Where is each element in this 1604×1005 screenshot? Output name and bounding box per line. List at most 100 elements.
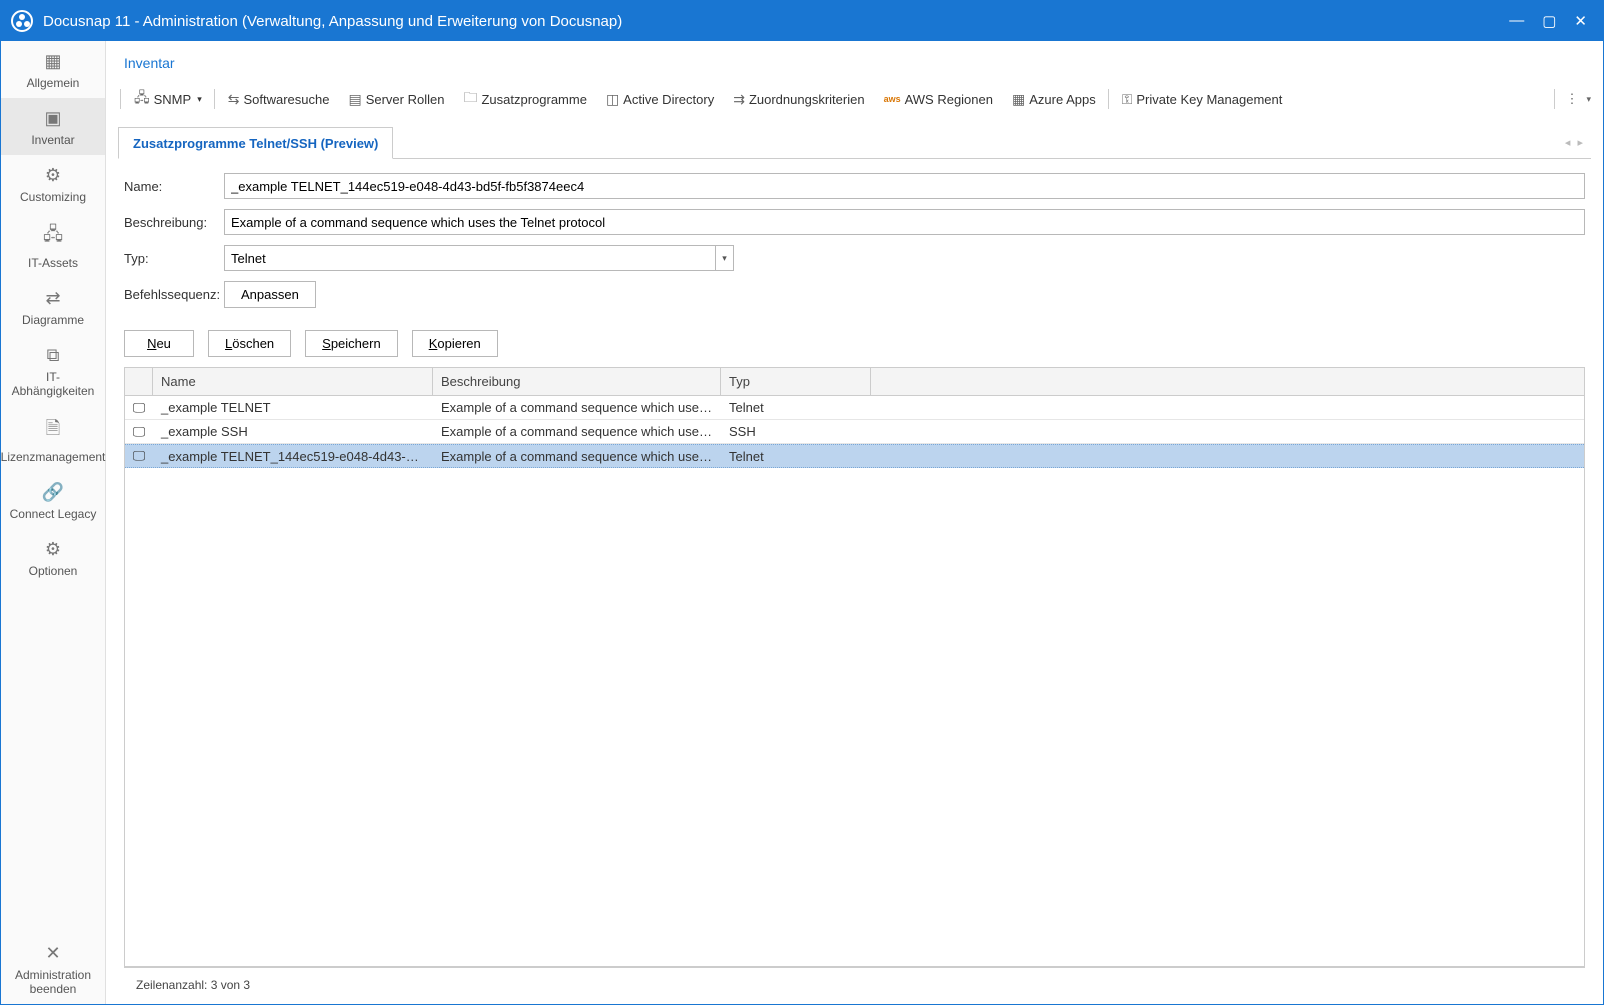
sidebar-item-label-2: beenden <box>30 982 77 996</box>
portfolio-icon: 🗀 <box>463 87 477 111</box>
sidebar-item-label: Optionen <box>29 564 78 578</box>
sidebar-item-diagramme[interactable]: ⇄ Diagramme <box>1 278 105 335</box>
tab-zusatz-telnet[interactable]: Zusatzprogramme Telnet/SSH (Preview) <box>118 127 393 159</box>
sidebar-item-connect[interactable]: 🔗 Connect Legacy <box>1 472 105 529</box>
sidebar-item-lizenz[interactable]: 🗎 Lizenzmanagement <box>1 406 105 472</box>
search-link-icon: ⇆ <box>228 91 240 108</box>
toolbar-btn-azure[interactable]: ▦ Azure Apps <box>1003 85 1104 114</box>
grid-header-empty <box>871 368 1584 395</box>
dropdown-caret-icon: ▾ <box>197 94 202 105</box>
sidebar-item-label: IT-Assets <box>28 256 78 270</box>
toolbar-btn-zusatz[interactable]: 🗀 Zusatzprogramme <box>454 81 594 117</box>
sidebar-item-label: Lizenzmanagement <box>1 450 105 464</box>
app-logo-icon <box>11 10 33 32</box>
row-name: _example TELNET <box>153 397 433 418</box>
more-vertical-icon[interactable]: ⋮ <box>1565 91 1578 107</box>
app-window: Docusnap 11 - Administration (Verwaltung… <box>0 0 1604 1005</box>
toolbar-btn-softwaresuche[interactable]: ⇆ Softwaresuche <box>219 85 338 114</box>
toolbar-label: Softwaresuche <box>243 92 329 107</box>
dependency-icon: ⧉ <box>47 345 60 366</box>
data-grid: Name Beschreibung Typ 🖵 _example TELNET … <box>124 367 1585 967</box>
toolbar-separator <box>1108 89 1109 109</box>
toolbar-btn-ad[interactable]: ◫ Active Directory <box>597 85 722 114</box>
sidebar-item-label: Allgemein <box>27 76 80 90</box>
assets-icon: 🖧 <box>43 222 63 252</box>
close-icon[interactable]: ✕ <box>1574 12 1587 30</box>
toolbar-label: Active Directory <box>623 92 714 107</box>
toolbar-btn-zuordnung[interactable]: ⇉ Zuordnungskriterien <box>724 85 872 114</box>
row-desc: Example of a command sequence which uses… <box>433 421 721 442</box>
grid-icon: ▦ <box>44 51 61 72</box>
monitor-icon: 🖵 <box>125 445 153 467</box>
sidebar-item-customizing[interactable]: ⚙ Customizing <box>1 155 105 212</box>
gears-icon: ⚙ <box>45 165 61 186</box>
box-icon: ▣ <box>44 108 61 129</box>
row-typ: Telnet <box>721 397 871 418</box>
sidebar-item-inventar[interactable]: ▣ Inventar <box>1 98 105 155</box>
grid-header-icon[interactable] <box>125 368 153 395</box>
tab-nav-arrows[interactable]: ◂ ▸ <box>1565 136 1591 149</box>
toolbar-label: Zusatzprogramme <box>481 92 586 107</box>
sidebar-item-optionen[interactable]: ⚙ Optionen <box>1 529 105 586</box>
toolbar-label: SNMP <box>154 92 192 107</box>
status-bar: Zeilenanzahl: 3 von 3 <box>124 967 1585 992</box>
anpassen-button[interactable]: Anpassen <box>224 281 316 308</box>
sidebar-item-exit[interactable]: ✕ Administration beenden <box>1 933 105 1004</box>
window-controls: — ▢ ✕ <box>1509 12 1593 30</box>
form-area: Name: Beschreibung: Typ: Telnet ▾ Befehl… <box>106 159 1603 324</box>
dropdown-caret-icon[interactable]: ▾ <box>1586 94 1591 105</box>
grid-header-name[interactable]: Name <box>153 368 433 395</box>
toolbar-btn-aws[interactable]: aws AWS Regionen <box>875 86 1001 113</box>
aws-icon: aws <box>884 94 901 104</box>
monitor-icon: 🖵 <box>125 421 153 443</box>
seq-label: Befehlssequenz: <box>124 287 224 302</box>
loeschen-button[interactable]: Löschen <box>208 330 291 357</box>
toolbar-btn-serverrollen[interactable]: ▤ Server Rollen <box>339 85 452 114</box>
minimize-icon[interactable]: — <box>1509 12 1524 30</box>
azure-icon: ▦ <box>1012 91 1025 108</box>
row-typ: SSH <box>721 421 871 442</box>
toolbar: 🖧 SNMP ▾ ⇆ Softwaresuche ▤ Server Rollen… <box>106 81 1603 127</box>
chevron-down-icon: ▾ <box>715 246 733 270</box>
sidebar-item-label: Administration <box>15 968 91 982</box>
body-area: ▦ Allgemein ▣ Inventar ⚙ Customizing 🖧 I… <box>1 41 1603 1004</box>
gear-icon: ⚙ <box>45 539 61 560</box>
row-desc: Example of a command sequence which uses… <box>433 446 721 467</box>
sidebar-item-allgemein[interactable]: ▦ Allgemein <box>1 41 105 98</box>
type-select[interactable]: Telnet ▾ <box>224 245 734 271</box>
type-select-value: Telnet <box>231 251 266 266</box>
server-icon: ▤ <box>348 91 361 108</box>
table-row[interactable]: 🖵 _example TELNET Example of a command s… <box>125 396 1584 420</box>
grid-header-typ[interactable]: Typ <box>721 368 871 395</box>
table-row[interactable]: 🖵 _example SSH Example of a command sequ… <box>125 420 1584 444</box>
row-name: _example TELNET_144ec519-e048-4d43-bd5f-… <box>153 446 433 467</box>
desc-input[interactable] <box>224 209 1585 235</box>
grid-header-desc[interactable]: Beschreibung <box>433 368 721 395</box>
monitor-icon: 🖵 <box>125 397 153 419</box>
neu-button[interactable]: Neu <box>124 330 194 357</box>
toolbar-label: Private Key Management <box>1136 92 1282 107</box>
titlebar: Docusnap 11 - Administration (Verwaltung… <box>1 1 1603 41</box>
maximize-icon[interactable]: ▢ <box>1542 12 1556 30</box>
grid-header: Name Beschreibung Typ <box>125 368 1584 396</box>
snmp-icon: 🖧 <box>134 87 150 111</box>
action-buttons: Neu Löschen Speichern Kopieren <box>106 324 1603 367</box>
name-input[interactable] <box>224 173 1585 199</box>
speichern-button[interactable]: Speichern <box>305 330 398 357</box>
diagram-icon: ⇄ <box>45 288 60 309</box>
close-x-icon: ✕ <box>45 943 60 964</box>
sidebar: ▦ Allgemein ▣ Inventar ⚙ Customizing 🖧 I… <box>1 41 106 1004</box>
breadcrumb[interactable]: Inventar <box>106 41 1603 81</box>
license-icon: 🗎 <box>46 416 60 446</box>
window-title: Docusnap 11 - Administration (Verwaltung… <box>43 13 1509 30</box>
toolbar-btn-snmp[interactable]: 🖧 SNMP ▾ <box>125 81 210 117</box>
sidebar-item-itassets[interactable]: 🖧 IT-Assets <box>1 212 105 278</box>
toolbar-btn-pkm[interactable]: ⚿ Private Key Management <box>1113 85 1291 114</box>
sidebar-item-itdeps[interactable]: ⧉ IT-Abhängigkeiten <box>1 335 105 406</box>
toolbar-label: AWS Regionen <box>905 92 993 107</box>
criteria-icon: ⇉ <box>733 91 745 108</box>
kopieren-button[interactable]: Kopieren <box>412 330 498 357</box>
toolbar-label: Azure Apps <box>1029 92 1096 107</box>
table-row[interactable]: 🖵 _example TELNET_144ec519-e048-4d43-bd5… <box>125 444 1584 468</box>
toolbar-right: ⋮ ▾ <box>1552 89 1591 109</box>
